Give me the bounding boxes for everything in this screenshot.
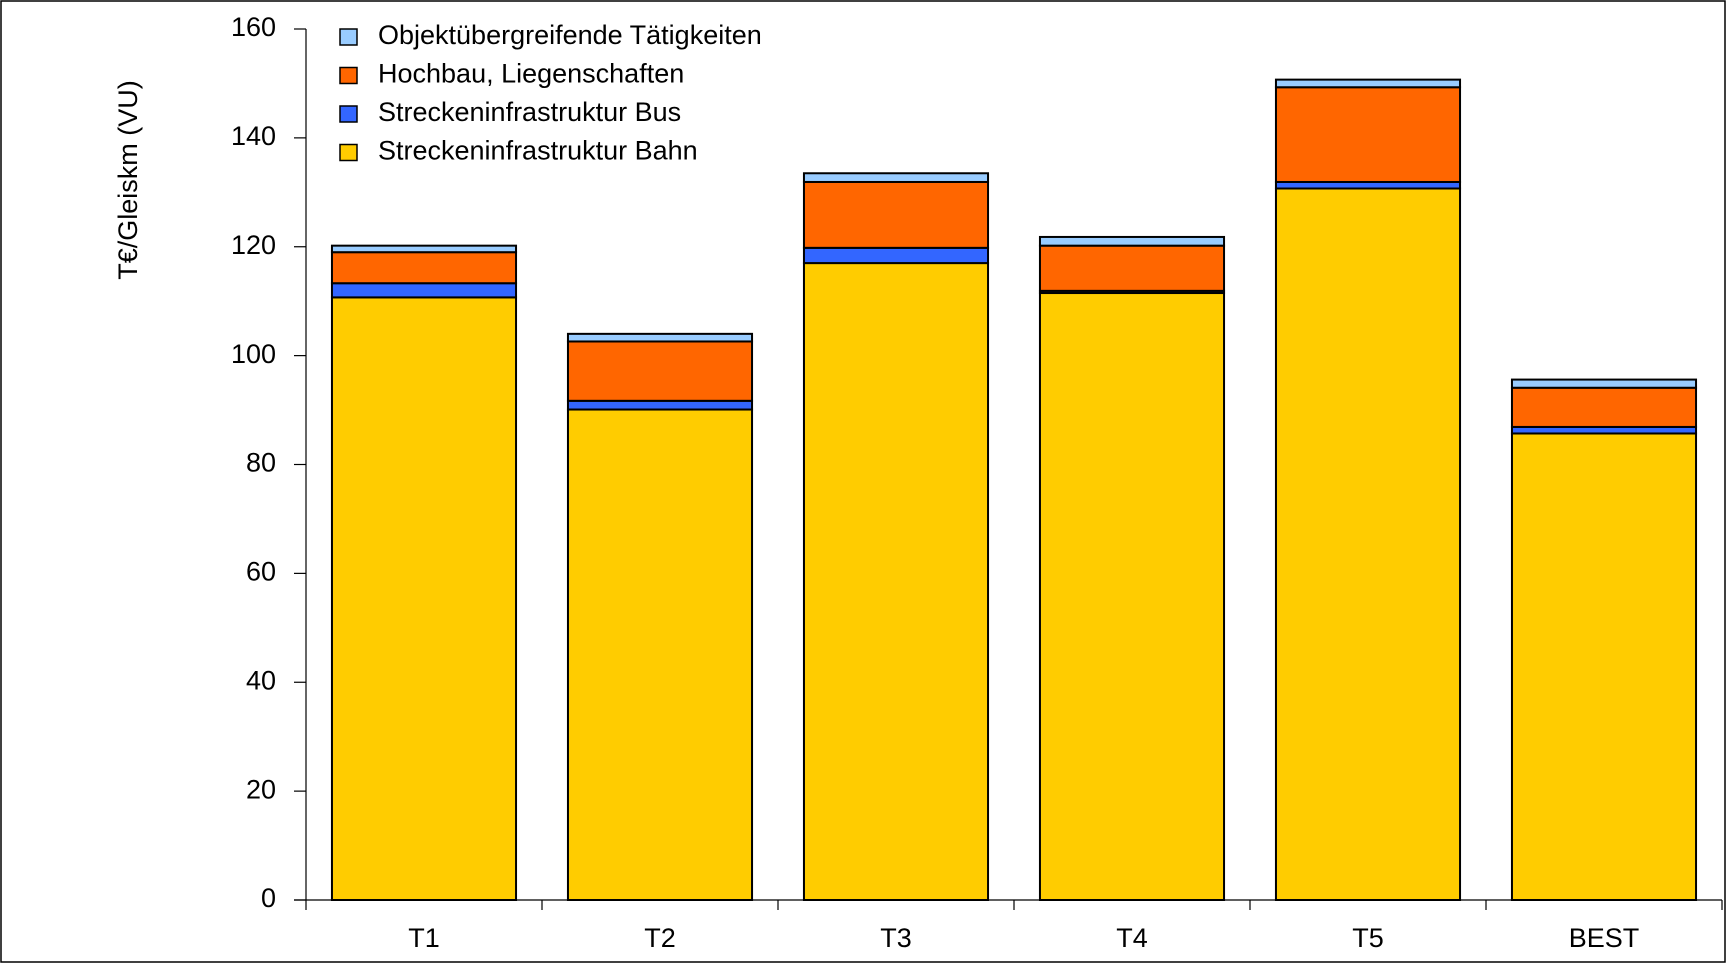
x-tick-label: BEST xyxy=(1569,923,1640,953)
bar-segment xyxy=(802,246,990,265)
bar-segment xyxy=(802,180,990,249)
bar-segment xyxy=(802,262,990,901)
bar-segment xyxy=(566,332,754,343)
y-tick-label: 40 xyxy=(246,665,276,695)
legend-label: Objektübergreifende Tätigkeiten xyxy=(378,20,762,50)
x-tick-label: T2 xyxy=(644,923,676,953)
bar-segment xyxy=(1510,386,1698,428)
x-tick-label: T5 xyxy=(1352,923,1384,953)
x-tick-label: T4 xyxy=(1116,923,1148,953)
legend-swatch xyxy=(339,105,358,123)
legend-swatch xyxy=(339,28,358,46)
bar-segment xyxy=(1510,378,1698,389)
bar-segment xyxy=(566,408,754,901)
bar-segment xyxy=(566,399,754,411)
y-tick-label: 120 xyxy=(231,230,276,260)
bar-segment xyxy=(1274,86,1462,183)
y-tick-label: 100 xyxy=(231,339,276,369)
bar-segment xyxy=(330,244,518,254)
legend-swatch xyxy=(339,143,358,162)
y-tick-label: 60 xyxy=(246,557,276,587)
legend-label: Streckeninfrastruktur Bahn xyxy=(378,136,698,166)
bar-segment xyxy=(802,172,990,183)
bar-segment xyxy=(330,296,518,901)
bar-segment xyxy=(1274,187,1462,901)
bar-segment xyxy=(1038,235,1226,247)
x-tick-label: T1 xyxy=(408,923,440,953)
y-tick-label: 160 xyxy=(231,12,276,42)
y-tick-label: 20 xyxy=(246,774,276,804)
bar-segment xyxy=(1038,244,1226,292)
y-axis-label: T€/Gleiskm (VU) xyxy=(113,80,143,280)
y-tick-label: 0 xyxy=(261,883,276,913)
legend-swatch xyxy=(339,66,358,85)
bar-segment xyxy=(1510,432,1698,901)
x-tick-label: T3 xyxy=(880,923,912,953)
legend-label: Hochbau, Liegenschaften xyxy=(378,59,684,89)
bar-segment xyxy=(1038,292,1226,902)
bar-segment xyxy=(330,282,518,299)
bar-segment xyxy=(1274,78,1462,89)
y-tick-label: 140 xyxy=(231,121,276,151)
bar-segment xyxy=(566,340,754,402)
legend-label: Streckeninfrastruktur Bus xyxy=(378,97,681,127)
y-tick-label: 80 xyxy=(246,448,276,478)
bar-segment xyxy=(330,251,518,285)
